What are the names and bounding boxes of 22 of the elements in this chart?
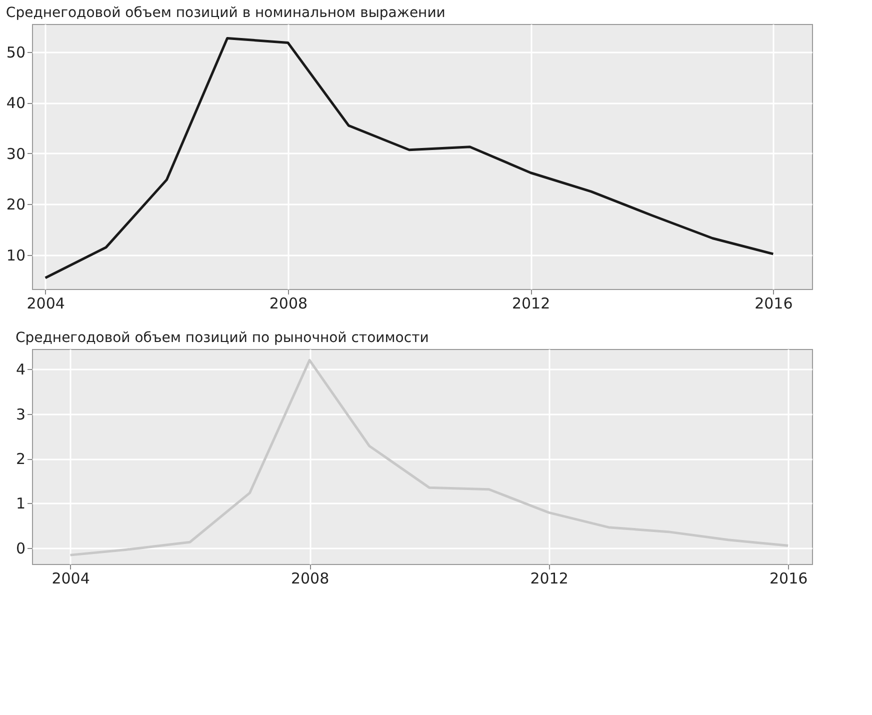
line-series	[44, 36, 774, 280]
y-tick-label: 4	[16, 360, 26, 379]
y-tick-label: 30	[6, 144, 26, 163]
x-tick-label: 2004	[26, 294, 65, 312]
chart-title: Среднегодовой объем позиций по рыночной стоимости	[15, 330, 429, 346]
y-tick-label: 1	[16, 494, 26, 513]
x-tick-label: 2004	[52, 570, 90, 588]
y-tick-label: 40	[6, 94, 26, 112]
chart-title: Среднегодовой объем позиций в номинальном выражении	[6, 5, 446, 21]
y-tick-label: 10	[6, 246, 26, 264]
line-series	[69, 358, 790, 556]
x-tick-label: 2012	[530, 570, 568, 588]
y-tick-label: 50	[6, 43, 26, 62]
y-tick-label: 0	[16, 539, 26, 558]
x-tick-label: 2012	[512, 294, 550, 312]
x-tick-label: 2016	[769, 570, 808, 588]
x-tick-label: 2016	[754, 294, 793, 312]
y-tick-label: 3	[16, 405, 26, 424]
x-tick-label: 2008	[269, 294, 308, 312]
y-tick-label: 20	[6, 196, 26, 214]
y-tick-label: 2	[16, 450, 26, 468]
x-tick-label: 2008	[290, 570, 330, 588]
